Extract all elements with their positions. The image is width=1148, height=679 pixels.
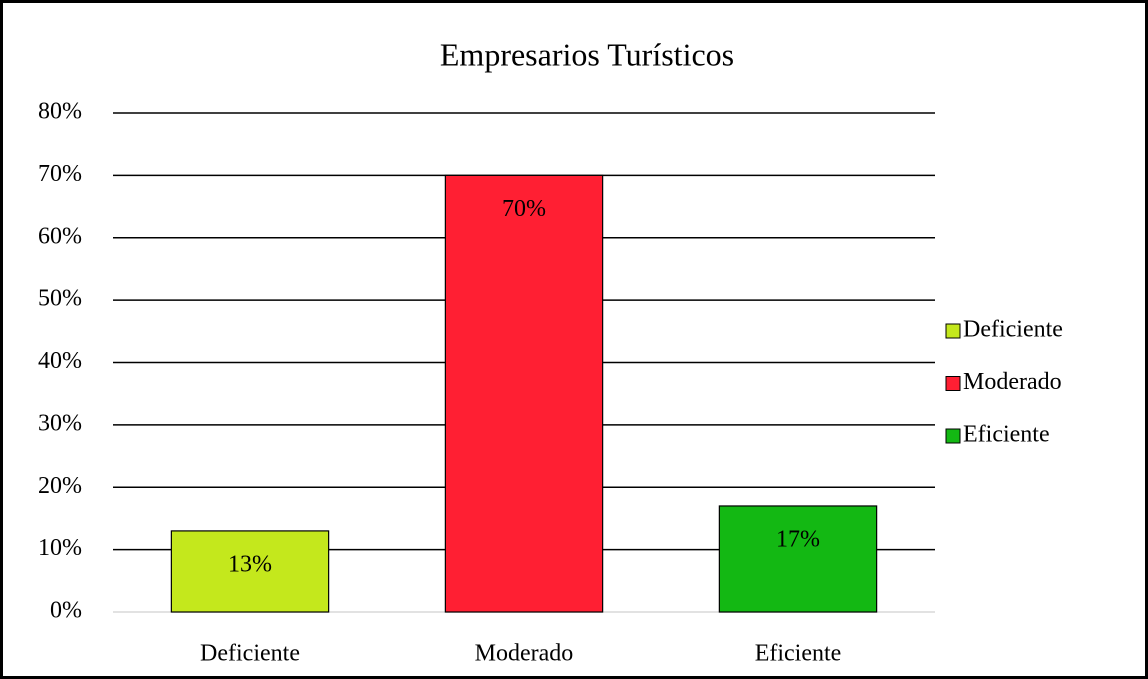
legend-swatch [945,376,961,391]
bar [444,174,604,613]
y-tick-label: 20% [38,473,82,499]
chart-title: Empresarios Turísticos [440,36,734,72]
y-tick-label: 30% [38,410,82,436]
legend-label: Moderado [963,369,1062,395]
y-tick-label: 60% [38,223,82,249]
data-label: 13% [228,551,272,577]
legend-swatch [945,323,961,339]
bar [718,505,878,613]
y-tick-label: 50% [38,286,82,312]
y-tick-label: 80% [38,99,82,125]
x-tick-label: Eficiente [755,641,842,667]
y-tick-label: 40% [38,348,82,374]
legend-label: Eficiente [963,422,1050,448]
y-tick-label: 0% [50,598,82,624]
legend-label: Deficiente [963,317,1063,343]
legend-swatch [945,428,961,444]
data-label: 70% [502,196,546,222]
x-tick-label: Moderado [475,641,574,667]
bar [170,530,330,613]
data-label: 17% [776,526,820,552]
x-tick-label: Deficiente [200,641,300,667]
y-tick-label: 70% [38,161,82,187]
y-tick-label: 10% [38,535,82,561]
